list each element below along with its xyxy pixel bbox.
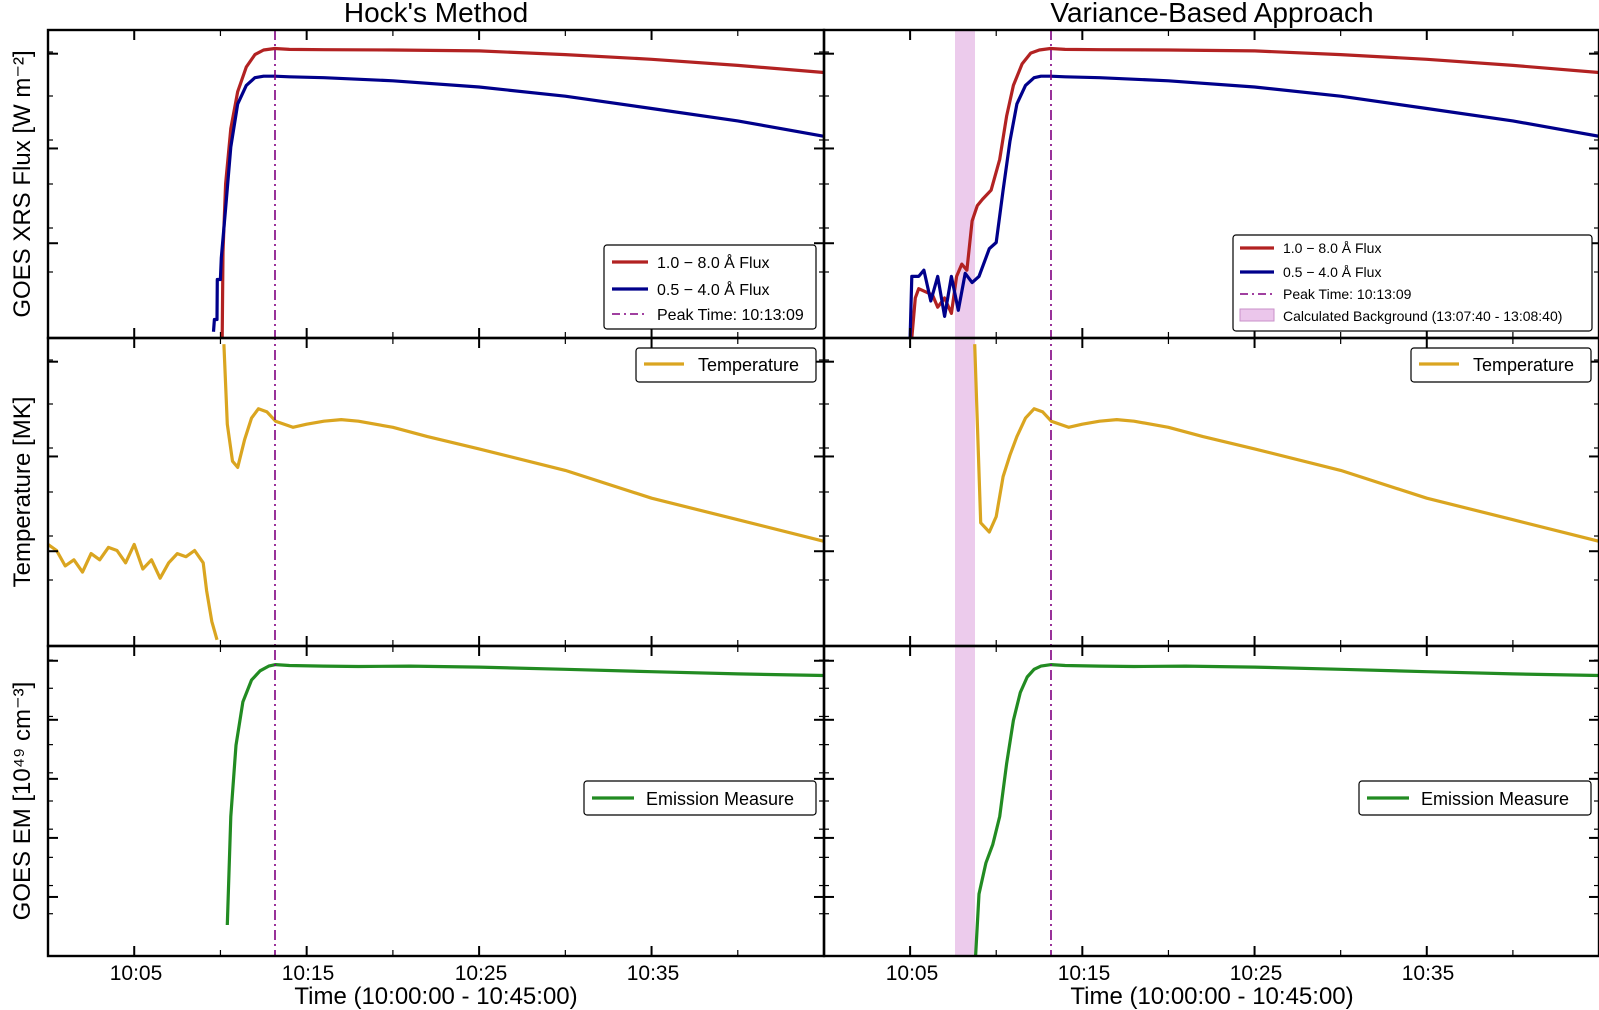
legend-label: Emission Measure [646, 789, 794, 809]
legend-label: Calculated Background (13:07:40 - 13:08:… [1283, 308, 1562, 324]
series-line [973, 344, 1599, 543]
xtick-label: 10:15 [1058, 962, 1111, 985]
legend-label: 0.5 − 4.0 Å Flux [1283, 264, 1381, 280]
legend-label: Temperature [1473, 355, 1574, 375]
legend-label: 1.0 − 8.0 Å Flux [1283, 240, 1381, 256]
title-right: Variance-Based Approach [1050, 0, 1373, 28]
ylabel-temperature: Temperature [MK] [9, 397, 36, 588]
xtick-label: 10:05 [886, 962, 939, 985]
ylabel-flux: GOES XRS Flux [W m⁻²] [9, 50, 36, 317]
calculated-background-span [955, 30, 975, 956]
xtick-label: 10:25 [455, 962, 508, 985]
xlabel-right: Time (10:00:00 - 10:45:00) [1070, 983, 1353, 1010]
legend-right-temperature: Temperature [1410, 347, 1592, 383]
legend-right-flux: 1.0 − 8.0 Å Flux 0.5 − 4.0 Å Flux Peak T… [1232, 234, 1593, 332]
panel-right-em [822, 644, 1599, 958]
series-line [220, 46, 825, 339]
panel-left-temperature [46, 336, 826, 648]
series-line [908, 74, 1599, 339]
xtick-label: 10:35 [627, 962, 680, 985]
xtick-label: 10:15 [282, 962, 335, 985]
legend-label: 0.5 − 4.0 Å Flux [657, 280, 770, 299]
series-line [974, 662, 1599, 957]
legend-right-em: Emission Measure [1358, 780, 1592, 816]
legend-label: 1.0 − 8.0 Å Flux [657, 253, 770, 272]
legend-label: Peak Time: 10:13:09 [657, 307, 804, 324]
xlabel-left: Time (10:00:00 - 10:45:00) [294, 983, 577, 1010]
ylabel-em: GOES EM [10⁴⁹ cm⁻³] [9, 682, 36, 921]
series-line [47, 542, 219, 641]
legend-left-em: Emission Measure [583, 780, 817, 816]
title-left: Hock's Method [344, 0, 528, 28]
xtick-label: 10:05 [110, 962, 163, 985]
series-line [222, 344, 825, 543]
data-lines [47, 46, 1599, 957]
xtick-label: 10:35 [1402, 962, 1455, 985]
xtick-label: 10:25 [1230, 962, 1283, 985]
series-line [225, 662, 825, 926]
panel-right-temperature [822, 336, 1599, 648]
series-line [211, 74, 825, 332]
legend-label: Temperature [698, 355, 799, 375]
legend-left-temperature: Temperature [635, 347, 817, 383]
legend-label: Peak Time: 10:13:09 [1283, 286, 1412, 302]
legend-left-flux: 1.0 − 8.0 Å Flux 0.5 − 4.0 Å Flux Peak T… [603, 244, 817, 330]
legend-label: Emission Measure [1421, 789, 1569, 809]
